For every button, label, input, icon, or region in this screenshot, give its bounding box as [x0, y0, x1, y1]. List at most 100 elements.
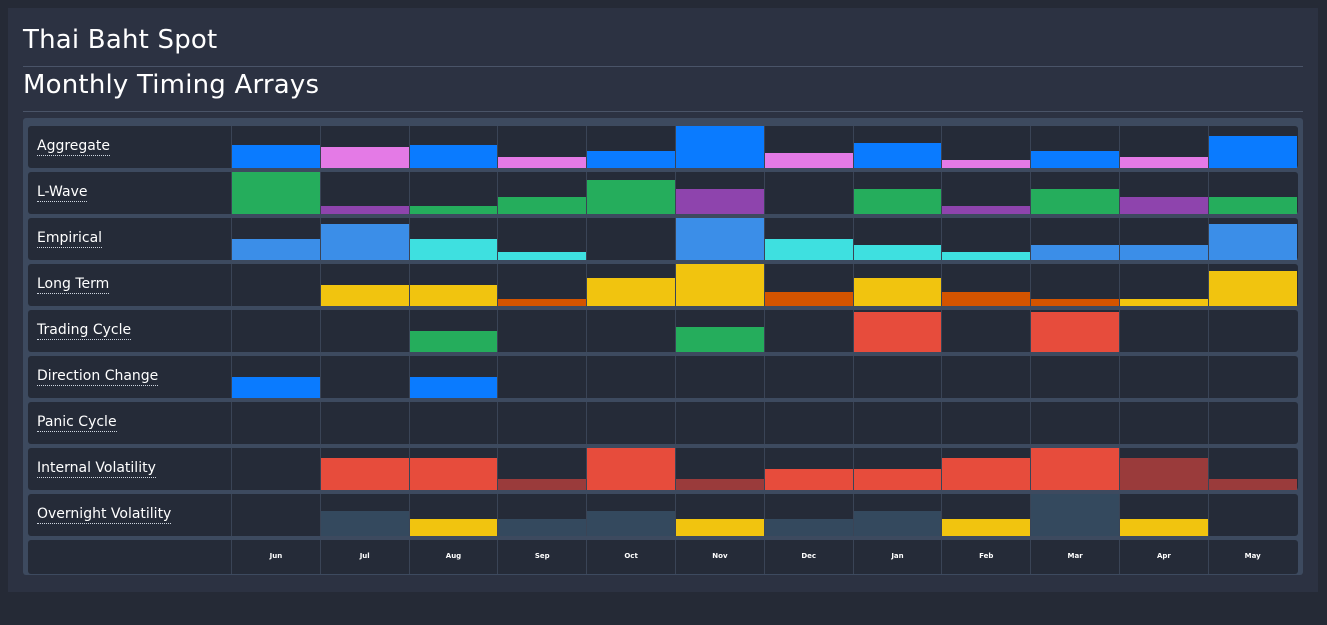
timing-cell: [586, 494, 675, 536]
timing-cell: [852, 264, 942, 306]
timing-cell: [231, 448, 320, 490]
month-tick-label: Jul: [359, 552, 370, 560]
timing-cell: [1119, 264, 1208, 306]
month-cell: May: [1207, 540, 1297, 574]
timing-bar: [1031, 189, 1119, 214]
timing-cell: [675, 448, 764, 490]
timing-cell: [586, 172, 675, 214]
timing-bar: [676, 218, 764, 260]
timing-bar: [1208, 271, 1297, 306]
timing-cell: [1119, 218, 1208, 260]
timing-cell: [586, 402, 675, 444]
timing-cell: [763, 402, 853, 444]
timing-cell: [586, 356, 675, 398]
row-label[interactable]: Internal Volatility: [37, 460, 156, 478]
timing-bar: [320, 147, 409, 168]
timing-cell: [1030, 356, 1119, 398]
timing-row-panic-cycle: Panic Cycle: [28, 402, 1298, 444]
row-label[interactable]: Long Term: [37, 276, 110, 294]
row-label[interactable]: Direction Change: [37, 368, 159, 386]
month-cell: Jul: [319, 540, 409, 574]
timing-cell: [941, 126, 1031, 168]
timing-cell: [675, 310, 764, 352]
timing-cell: [319, 218, 409, 260]
timing-cell: [319, 356, 409, 398]
row-label[interactable]: Aggregate: [37, 138, 110, 156]
row-label[interactable]: Trading Cycle: [37, 322, 132, 340]
timing-bar: [853, 189, 942, 214]
timing-cell: [763, 126, 853, 168]
timing-bar: [942, 519, 1031, 536]
timing-cell: [497, 264, 587, 306]
timing-bar: [764, 153, 853, 168]
timing-bar: [409, 145, 498, 168]
month-tick-label: Nov: [712, 552, 728, 560]
timing-row-trading-cycle: Trading Cycle: [28, 310, 1298, 352]
timing-cell: [1119, 310, 1208, 352]
month-tick-label: Jun: [269, 552, 283, 560]
month-cell: Dec: [763, 540, 853, 574]
timing-bar: [1208, 197, 1297, 214]
timing-cell: [497, 356, 586, 398]
timing-cell: [231, 402, 320, 444]
timing-bar: [232, 377, 320, 398]
timing-bar: [587, 511, 675, 536]
timing-cell: [319, 126, 409, 168]
timing-bar: [1120, 157, 1208, 168]
timing-bar: [409, 331, 498, 352]
timing-cell: [1030, 448, 1119, 490]
chart-subtitle: Monthly Timing Arrays: [23, 70, 320, 100]
timing-cell: [941, 494, 1031, 536]
timing-cell: [1030, 264, 1119, 306]
timing-cell: [675, 356, 764, 398]
timing-cell: [852, 126, 942, 168]
timing-bar: [1031, 299, 1119, 306]
timing-bar: [676, 519, 764, 536]
timing-cell: [1207, 264, 1297, 306]
timing-bar: [320, 224, 409, 260]
month-cell: Oct: [586, 540, 675, 574]
month-cell: Aug: [408, 540, 498, 574]
page-title: Thai Baht Spot: [23, 25, 218, 55]
timing-cell: [231, 172, 320, 214]
timing-cell: [408, 126, 498, 168]
timing-cell: [1030, 402, 1119, 444]
timing-cell: [852, 218, 942, 260]
divider: [23, 66, 1303, 67]
row-label[interactable]: L-Wave: [37, 184, 88, 202]
timing-bar: [232, 145, 320, 168]
timing-cell: [852, 172, 942, 214]
timing-cell: [941, 310, 1030, 352]
timing-bar: [320, 285, 409, 306]
timing-cell: [497, 494, 587, 536]
timing-bar: [853, 143, 942, 168]
timing-cell: [1119, 448, 1208, 490]
timing-bar: [587, 151, 675, 168]
timing-cell: [408, 264, 498, 306]
timing-cell: [1030, 310, 1119, 352]
month-cell: Nov: [675, 540, 764, 574]
row-label[interactable]: Overnight Volatility: [37, 506, 172, 524]
timing-bar: [764, 292, 853, 306]
timing-row-empirical: Empirical: [28, 218, 1298, 260]
timing-cell: [231, 218, 320, 260]
timing-bar: [409, 519, 498, 536]
row-label[interactable]: Panic Cycle: [37, 414, 117, 432]
month-axis: Jun Jul Aug Sep Oct Nov Dec Jan Feb Mar Apr May: [28, 540, 1298, 574]
month-tick-label: Jan: [891, 552, 904, 560]
divider: [23, 111, 1303, 112]
timing-bar: [1031, 245, 1119, 260]
timing-bar: [1120, 299, 1208, 306]
timing-bar: [942, 206, 1031, 214]
month-tick-label: Feb: [979, 552, 994, 560]
timing-cell: [319, 402, 409, 444]
timing-bar: [409, 239, 498, 260]
timing-cell: [1207, 218, 1297, 260]
timing-cell: [763, 218, 853, 260]
timing-cell: [941, 172, 1031, 214]
timing-cell: [1207, 494, 1297, 536]
timing-cell: [319, 264, 409, 306]
timing-cell: [675, 402, 764, 444]
row-label[interactable]: Empirical: [37, 230, 103, 248]
timing-bar: [1120, 245, 1208, 260]
